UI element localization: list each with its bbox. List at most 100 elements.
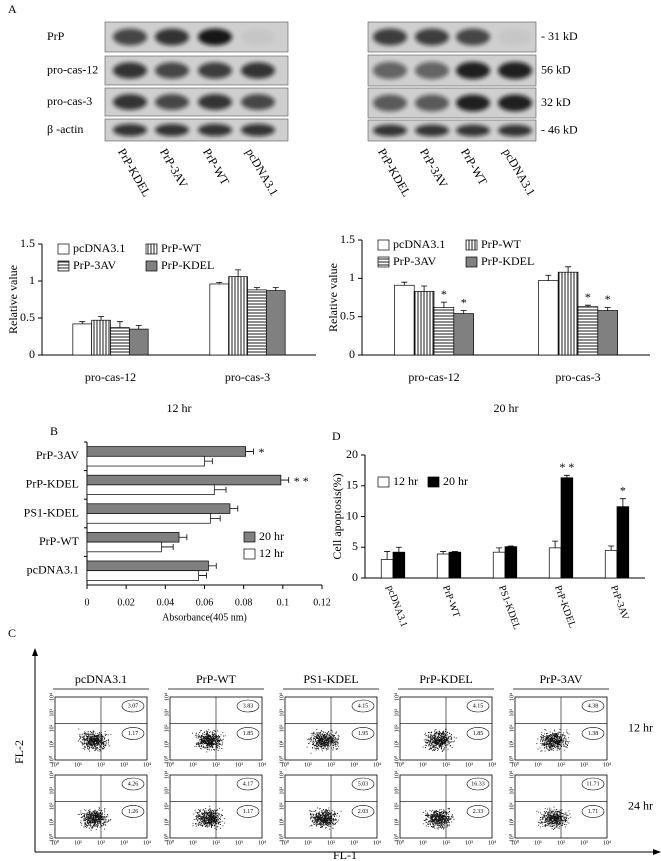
value-circle	[466, 777, 490, 791]
significance: *	[461, 295, 467, 309]
marker-label: - 31 kD	[541, 29, 578, 43]
axis-tick-label: 10²	[279, 802, 285, 810]
axis-tick-label: 10³	[164, 787, 170, 795]
axis-tick-label: 10¹	[49, 740, 55, 748]
lane-label: PrP-KDEL	[375, 146, 414, 199]
legend-swatch	[243, 548, 256, 560]
blot-band	[113, 123, 147, 137]
lane-label: pcDNA3.1	[243, 146, 281, 198]
axis-tick-label: 10⁴	[143, 762, 151, 768]
y-axis-label: Relative value	[6, 265, 20, 334]
error-bar	[79, 321, 86, 324]
legend-label: PrP-WT	[481, 237, 522, 251]
blot-band	[415, 94, 449, 112]
y-tick-label: 0.5	[20, 310, 35, 324]
bar	[91, 319, 111, 356]
scatter-dots	[77, 806, 112, 831]
value-circle	[466, 699, 490, 713]
blot-band	[373, 61, 407, 80]
significance: *	[620, 483, 626, 497]
y-axis-label: Relative value	[326, 263, 340, 332]
axis-tick-label: 10⁴	[603, 762, 611, 768]
bar	[557, 271, 579, 356]
legend-label: PrP-KDEL	[161, 258, 214, 272]
axis-tick-label: 10²	[49, 802, 55, 810]
error-bar	[116, 321, 123, 328]
scatter-dots	[536, 806, 572, 830]
axis-tick-label: 10⁴	[394, 693, 400, 701]
axis-tick-label: 10⁰	[508, 755, 515, 764]
x-axis-label: Absorbance(405 nm)	[162, 612, 247, 623]
scatter-dots	[306, 729, 340, 754]
lane-label: PrP-WT	[458, 146, 490, 188]
x-tick-label: 0.04	[157, 597, 175, 608]
error-bar	[460, 310, 467, 314]
blot-row-label: PrP	[47, 29, 65, 43]
legend-label: 20 hr	[443, 474, 468, 488]
bar	[604, 549, 618, 579]
y-tick-label: pcDNA3.1	[27, 562, 79, 576]
error-bar	[229, 505, 239, 512]
axis-tick-label: 10¹	[189, 762, 197, 768]
x-tick-label: PS1-KDEL	[496, 584, 522, 631]
axis-tick-label: 10³	[235, 840, 243, 846]
axis-tick-label: 10⁴	[279, 771, 285, 779]
quadrant-value: 1.17	[243, 809, 254, 815]
blot-band	[198, 62, 232, 79]
axis-tick-label: 10⁰	[51, 839, 60, 846]
axis-tick-label: 10³	[350, 762, 358, 768]
error-bar	[272, 287, 279, 291]
axis-tick-label: 10⁰	[278, 755, 285, 764]
blot-band	[498, 94, 532, 112]
y-tick-label: 0	[349, 347, 355, 361]
blot-band	[155, 94, 189, 110]
blot-band	[456, 28, 490, 46]
bar	[492, 551, 506, 579]
bar	[228, 276, 248, 356]
x-tick-label: pro-cas-12	[408, 370, 459, 384]
bar	[110, 327, 130, 356]
axis-tick-label: 10³	[350, 840, 358, 846]
blot-band	[241, 28, 275, 46]
error-bar	[204, 458, 213, 465]
value-circle	[466, 805, 490, 818]
lane-label: PrP-3AV	[417, 146, 451, 191]
bar	[86, 560, 209, 572]
bar	[86, 446, 246, 457]
bar	[86, 570, 199, 581]
bar	[392, 551, 406, 579]
value-circle	[121, 727, 145, 740]
blot-band	[198, 28, 232, 46]
bar	[616, 506, 630, 579]
bar	[128, 328, 149, 356]
blot-row-label: pro-cas-12	[47, 62, 98, 76]
scatter-dots	[192, 729, 226, 753]
blot-band	[198, 123, 232, 137]
legend-swatch	[465, 256, 478, 268]
error-bar	[245, 448, 254, 455]
axis-tick-label: 10²	[442, 840, 450, 846]
value-circle	[581, 699, 605, 713]
error-bar	[565, 266, 572, 273]
axis-label: FL-1	[333, 848, 357, 861]
quadrant-value: 1.17	[128, 731, 139, 737]
scatter-dots	[422, 728, 457, 752]
axis-tick-label: 10²	[49, 724, 55, 732]
value-circle	[121, 699, 145, 713]
error-bar	[98, 316, 105, 321]
axis-tick-label: 10³	[580, 762, 588, 768]
x-tick-label: pro-cas-3	[555, 370, 600, 384]
error-bar	[216, 282, 223, 284]
column-header: pcDNA3.1	[75, 672, 127, 686]
axis-tick-label: 10⁰	[51, 761, 60, 768]
axis-tick-label: 10²	[509, 724, 515, 732]
bar	[453, 313, 474, 356]
error-bar	[604, 307, 611, 311]
axis-tick-label: 10¹	[304, 840, 312, 846]
axis-tick-label: 10¹	[304, 762, 312, 768]
lane-label: PrP-KDEL	[115, 146, 154, 199]
x-tick-label: PrP-WT	[440, 584, 462, 619]
y-tick-label: 10	[346, 508, 358, 522]
axis-tick-label: 10⁴	[258, 840, 266, 846]
axis-tick-label: 10³	[509, 709, 515, 717]
